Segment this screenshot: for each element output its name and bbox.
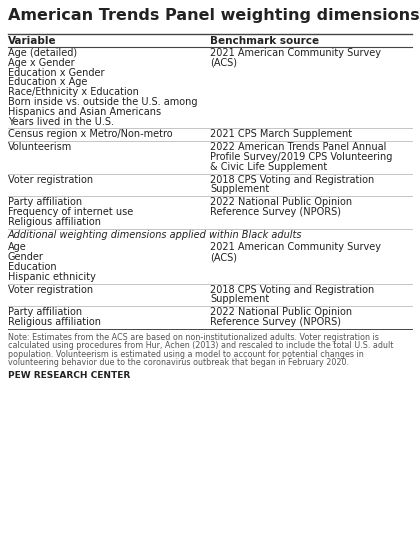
Text: Frequency of internet use: Frequency of internet use <box>8 207 133 217</box>
Text: calculated using procedures from Hur, Achen (2013) and rescaled to include the t: calculated using procedures from Hur, Ac… <box>8 341 394 350</box>
Text: Age x Gender: Age x Gender <box>8 58 75 68</box>
Text: & Civic Life Supplement: & Civic Life Supplement <box>210 162 327 172</box>
Text: 2021 American Community Survey: 2021 American Community Survey <box>210 242 381 252</box>
Text: Religious affiliation: Religious affiliation <box>8 217 101 227</box>
Text: Variable: Variable <box>8 36 57 46</box>
Text: Voter registration: Voter registration <box>8 285 93 295</box>
Text: 2021 CPS March Supplement: 2021 CPS March Supplement <box>210 129 352 139</box>
Text: Age (detailed): Age (detailed) <box>8 48 77 58</box>
Text: 2018 CPS Voting and Registration: 2018 CPS Voting and Registration <box>210 285 374 295</box>
Text: Supplement: Supplement <box>210 185 269 195</box>
Text: Additional weighting dimensions applied within Black adults: Additional weighting dimensions applied … <box>8 230 302 240</box>
Text: Born inside vs. outside the U.S. among: Born inside vs. outside the U.S. among <box>8 97 197 107</box>
Text: 2018 CPS Voting and Registration: 2018 CPS Voting and Registration <box>210 175 374 185</box>
Text: Party affiliation: Party affiliation <box>8 307 82 317</box>
Text: Race/Ethnicity x Education: Race/Ethnicity x Education <box>8 87 139 97</box>
Text: Benchmark source: Benchmark source <box>210 36 319 46</box>
Text: Reference Survey (NPORS): Reference Survey (NPORS) <box>210 207 341 217</box>
Text: Hispanic ethnicity: Hispanic ethnicity <box>8 272 96 282</box>
Text: 2022 National Public Opinion: 2022 National Public Opinion <box>210 307 352 317</box>
Text: volunteering behavior due to the coronavirus outbreak that began in February 202: volunteering behavior due to the coronav… <box>8 358 349 368</box>
Text: Religious affiliation: Religious affiliation <box>8 317 101 327</box>
Text: 2022 American Trends Panel Annual: 2022 American Trends Panel Annual <box>210 142 386 152</box>
Text: Voter registration: Voter registration <box>8 175 93 185</box>
Text: Hispanics and Asian Americans: Hispanics and Asian Americans <box>8 107 161 117</box>
Text: (ACS): (ACS) <box>210 58 237 68</box>
Text: Profile Survey/2019 CPS Volunteering: Profile Survey/2019 CPS Volunteering <box>210 152 392 162</box>
Text: Gender: Gender <box>8 252 44 262</box>
Text: Reference Survey (NPORS): Reference Survey (NPORS) <box>210 317 341 327</box>
Text: Census region x Metro/Non-metro: Census region x Metro/Non-metro <box>8 129 173 139</box>
Text: 2021 American Community Survey: 2021 American Community Survey <box>210 48 381 58</box>
Text: population. Volunteerism is estimated using a model to account for potential cha: population. Volunteerism is estimated us… <box>8 350 364 359</box>
Text: Volunteerism: Volunteerism <box>8 142 72 152</box>
Text: American Trends Panel weighting dimensions: American Trends Panel weighting dimensio… <box>8 8 420 23</box>
Text: Age: Age <box>8 242 27 252</box>
Text: Party affiliation: Party affiliation <box>8 197 82 207</box>
Text: Education x Gender: Education x Gender <box>8 68 105 78</box>
Text: Education: Education <box>8 262 57 272</box>
Text: Education x Age: Education x Age <box>8 77 87 88</box>
Text: 2022 National Public Opinion: 2022 National Public Opinion <box>210 197 352 207</box>
Text: PEW RESEARCH CENTER: PEW RESEARCH CENTER <box>8 371 130 380</box>
Text: (ACS): (ACS) <box>210 252 237 262</box>
Text: Years lived in the U.S.: Years lived in the U.S. <box>8 117 114 127</box>
Text: Supplement: Supplement <box>210 294 269 304</box>
Text: Note: Estimates from the ACS are based on non-institutionalized adults. Voter re: Note: Estimates from the ACS are based o… <box>8 333 379 342</box>
